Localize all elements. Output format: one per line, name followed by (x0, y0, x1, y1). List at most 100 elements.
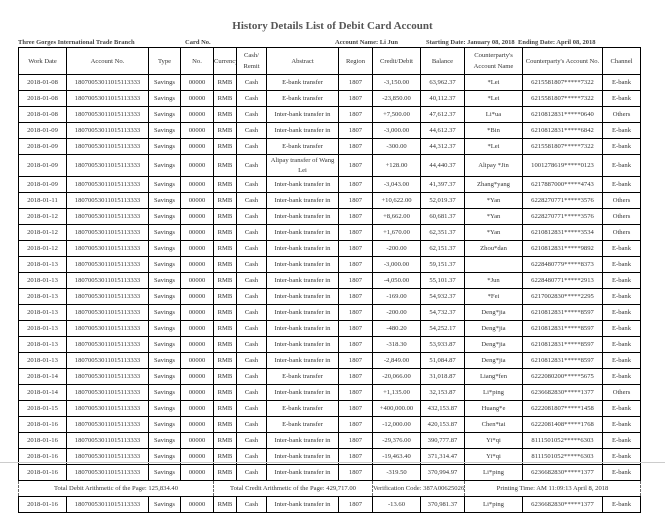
cell-type: Savings (148, 154, 181, 177)
cell-credit-debit: +1,670.00 (372, 224, 421, 241)
cell-region: 1807 (338, 432, 373, 449)
cell-cash-remit: Cash (236, 432, 267, 449)
cell-currency: RMB (213, 384, 237, 401)
cell-counterparty-name: Li*ping (464, 496, 523, 513)
cell-balance: 51,084.87 (420, 352, 465, 369)
cell-work-date: 2018-01-08 (18, 90, 67, 107)
cell-work-date: 2018-01-16 (18, 496, 67, 513)
header-counterparty-account: Counterparty's Account No. (522, 47, 603, 75)
cell-account-no: 18070053011015113333 (66, 384, 149, 401)
total-debit: Total Debit Arithmetic of the Page: 125,… (18, 480, 214, 497)
table-row: 2018-01-14 18070053011015113333 Savings 000… (18, 368, 641, 385)
cell-counterparty-name: *Lei (464, 90, 523, 107)
cell-channel: E-bank (602, 122, 641, 139)
cell-account-no: 18070053011015113333 (66, 416, 149, 433)
cell-region: 1807 (338, 154, 373, 177)
cell-channel: Others (602, 224, 641, 241)
account-info: Three Gorges International Trade Branch … (18, 39, 640, 48)
cell-credit-debit: -480.20 (372, 320, 421, 337)
cell-channel: E-bank (602, 272, 641, 289)
cell-type: Savings (148, 496, 181, 513)
cell-credit-debit: +400,000.00 (372, 400, 421, 417)
cell-no: 00000 (180, 256, 214, 273)
cell-account-no: 18070053011015113333 (66, 304, 149, 321)
cell-abstract: Inter-bank transfer in (266, 106, 339, 123)
header-channel: Channel (602, 47, 641, 75)
branch: Three Gorges International Trade Branch (18, 39, 135, 46)
cell-currency: RMB (213, 90, 237, 107)
table-row: 2018-01-13 18070053011015113333 Savings 000… (18, 336, 641, 353)
cell-type: Savings (148, 368, 181, 385)
cell-cash-remit: Cash (236, 106, 267, 123)
cell-channel: E-bank (602, 448, 641, 465)
cell-balance: 63,962.37 (420, 74, 465, 91)
cell-work-date: 2018-01-13 (18, 288, 67, 305)
cell-channel: E-bank (602, 90, 641, 107)
table-row: 2018-01-13 18070053011015113333 Savings 000… (18, 272, 641, 289)
cell-counterparty-name: Li*ping (464, 384, 523, 401)
header-balance: Balance (420, 47, 465, 75)
cell-counterparty-account: 6210812831*****3534 (522, 224, 603, 241)
cell-channel: E-bank (602, 464, 641, 481)
cell-type: Savings (148, 122, 181, 139)
cell-no: 00000 (180, 352, 214, 369)
cell-region: 1807 (338, 336, 373, 353)
cell-cash-remit: Cash (236, 176, 267, 193)
table-row: 2018-01-16 18070053011015113333 Savings 000… (18, 464, 641, 481)
cell-work-date: 2018-01-09 (18, 138, 67, 155)
cell-no: 00000 (180, 138, 214, 155)
cell-balance: 31,018.87 (420, 368, 465, 385)
cell-abstract: Inter-bank transfer in (266, 176, 339, 193)
cell-credit-debit: +7,500.00 (372, 106, 421, 123)
table-row: 2018-01-13 18070053011015113333 Savings 000… (18, 304, 641, 321)
cell-cash-remit: Cash (236, 352, 267, 369)
page-edge (0, 462, 665, 463)
printing-time: Printing Time: AM 11:09:13 April 8, 2018 (464, 480, 641, 497)
cell-credit-debit: -12,000.00 (372, 416, 421, 433)
cell-region: 1807 (338, 176, 373, 193)
cell-account-no: 18070053011015113333 (66, 224, 149, 241)
table-row: 2018-01-13 18070053011015113333 Savings 000… (18, 288, 641, 305)
table-row: 2018-01-12 18070053011015113333 Savings 000… (18, 208, 641, 225)
cell-currency: RMB (213, 208, 237, 225)
header-counterparty-name: Counterparty's Account Name (464, 47, 523, 75)
cell-type: Savings (148, 416, 181, 433)
cell-cash-remit: Cash (236, 74, 267, 91)
cell-counterparty-account: 6210812831*****8597 (522, 320, 603, 337)
cell-channel: E-bank (602, 154, 641, 177)
cell-no: 00000 (180, 416, 214, 433)
cell-currency: RMB (213, 240, 237, 257)
cell-work-date: 2018-01-16 (18, 432, 67, 449)
cell-currency: RMB (213, 496, 237, 513)
cell-counterparty-name: *Lei (464, 138, 523, 155)
cell-balance: 432,153.87 (420, 400, 465, 417)
cell-type: Savings (148, 256, 181, 273)
cell-currency: RMB (213, 336, 237, 353)
cell-type: Savings (148, 106, 181, 123)
cell-balance: 53,933.87 (420, 336, 465, 353)
cell-counterparty-name: Chen*tai (464, 416, 523, 433)
cell-cash-remit: Cash (236, 90, 267, 107)
cell-credit-debit: -169.00 (372, 288, 421, 305)
cell-balance: 47,612.37 (420, 106, 465, 123)
table-row: 2018-01-09 18070053011015113333 Savings 000… (18, 122, 641, 139)
cell-no: 00000 (180, 272, 214, 289)
cell-cash-remit: Cash (236, 368, 267, 385)
cell-channel: E-bank (602, 240, 641, 257)
cell-counterparty-name: Li*ua (464, 106, 523, 123)
header-row: Work Date Account No. Type No. Currency Cash/… (18, 47, 641, 75)
cell-work-date: 2018-01-11 (18, 192, 67, 209)
cell-no: 00000 (180, 336, 214, 353)
cell-account-no: 18070053011015113333 (66, 288, 149, 305)
cell-type: Savings (148, 464, 181, 481)
cell-currency: RMB (213, 320, 237, 337)
cell-credit-debit: -200.00 (372, 240, 421, 257)
cell-channel: E-bank (602, 496, 641, 513)
table-row: 2018-01-09 18070053011015113333 Savings 000… (18, 176, 641, 193)
cell-abstract: E-bank transfer (266, 368, 339, 385)
cell-account-no: 18070053011015113333 (66, 256, 149, 273)
cell-region: 1807 (338, 256, 373, 273)
table-row: 2018-01-16 18070053011015113333 Savings 000… (18, 496, 641, 513)
cell-channel: E-bank (602, 416, 641, 433)
cell-no: 00000 (180, 368, 214, 385)
